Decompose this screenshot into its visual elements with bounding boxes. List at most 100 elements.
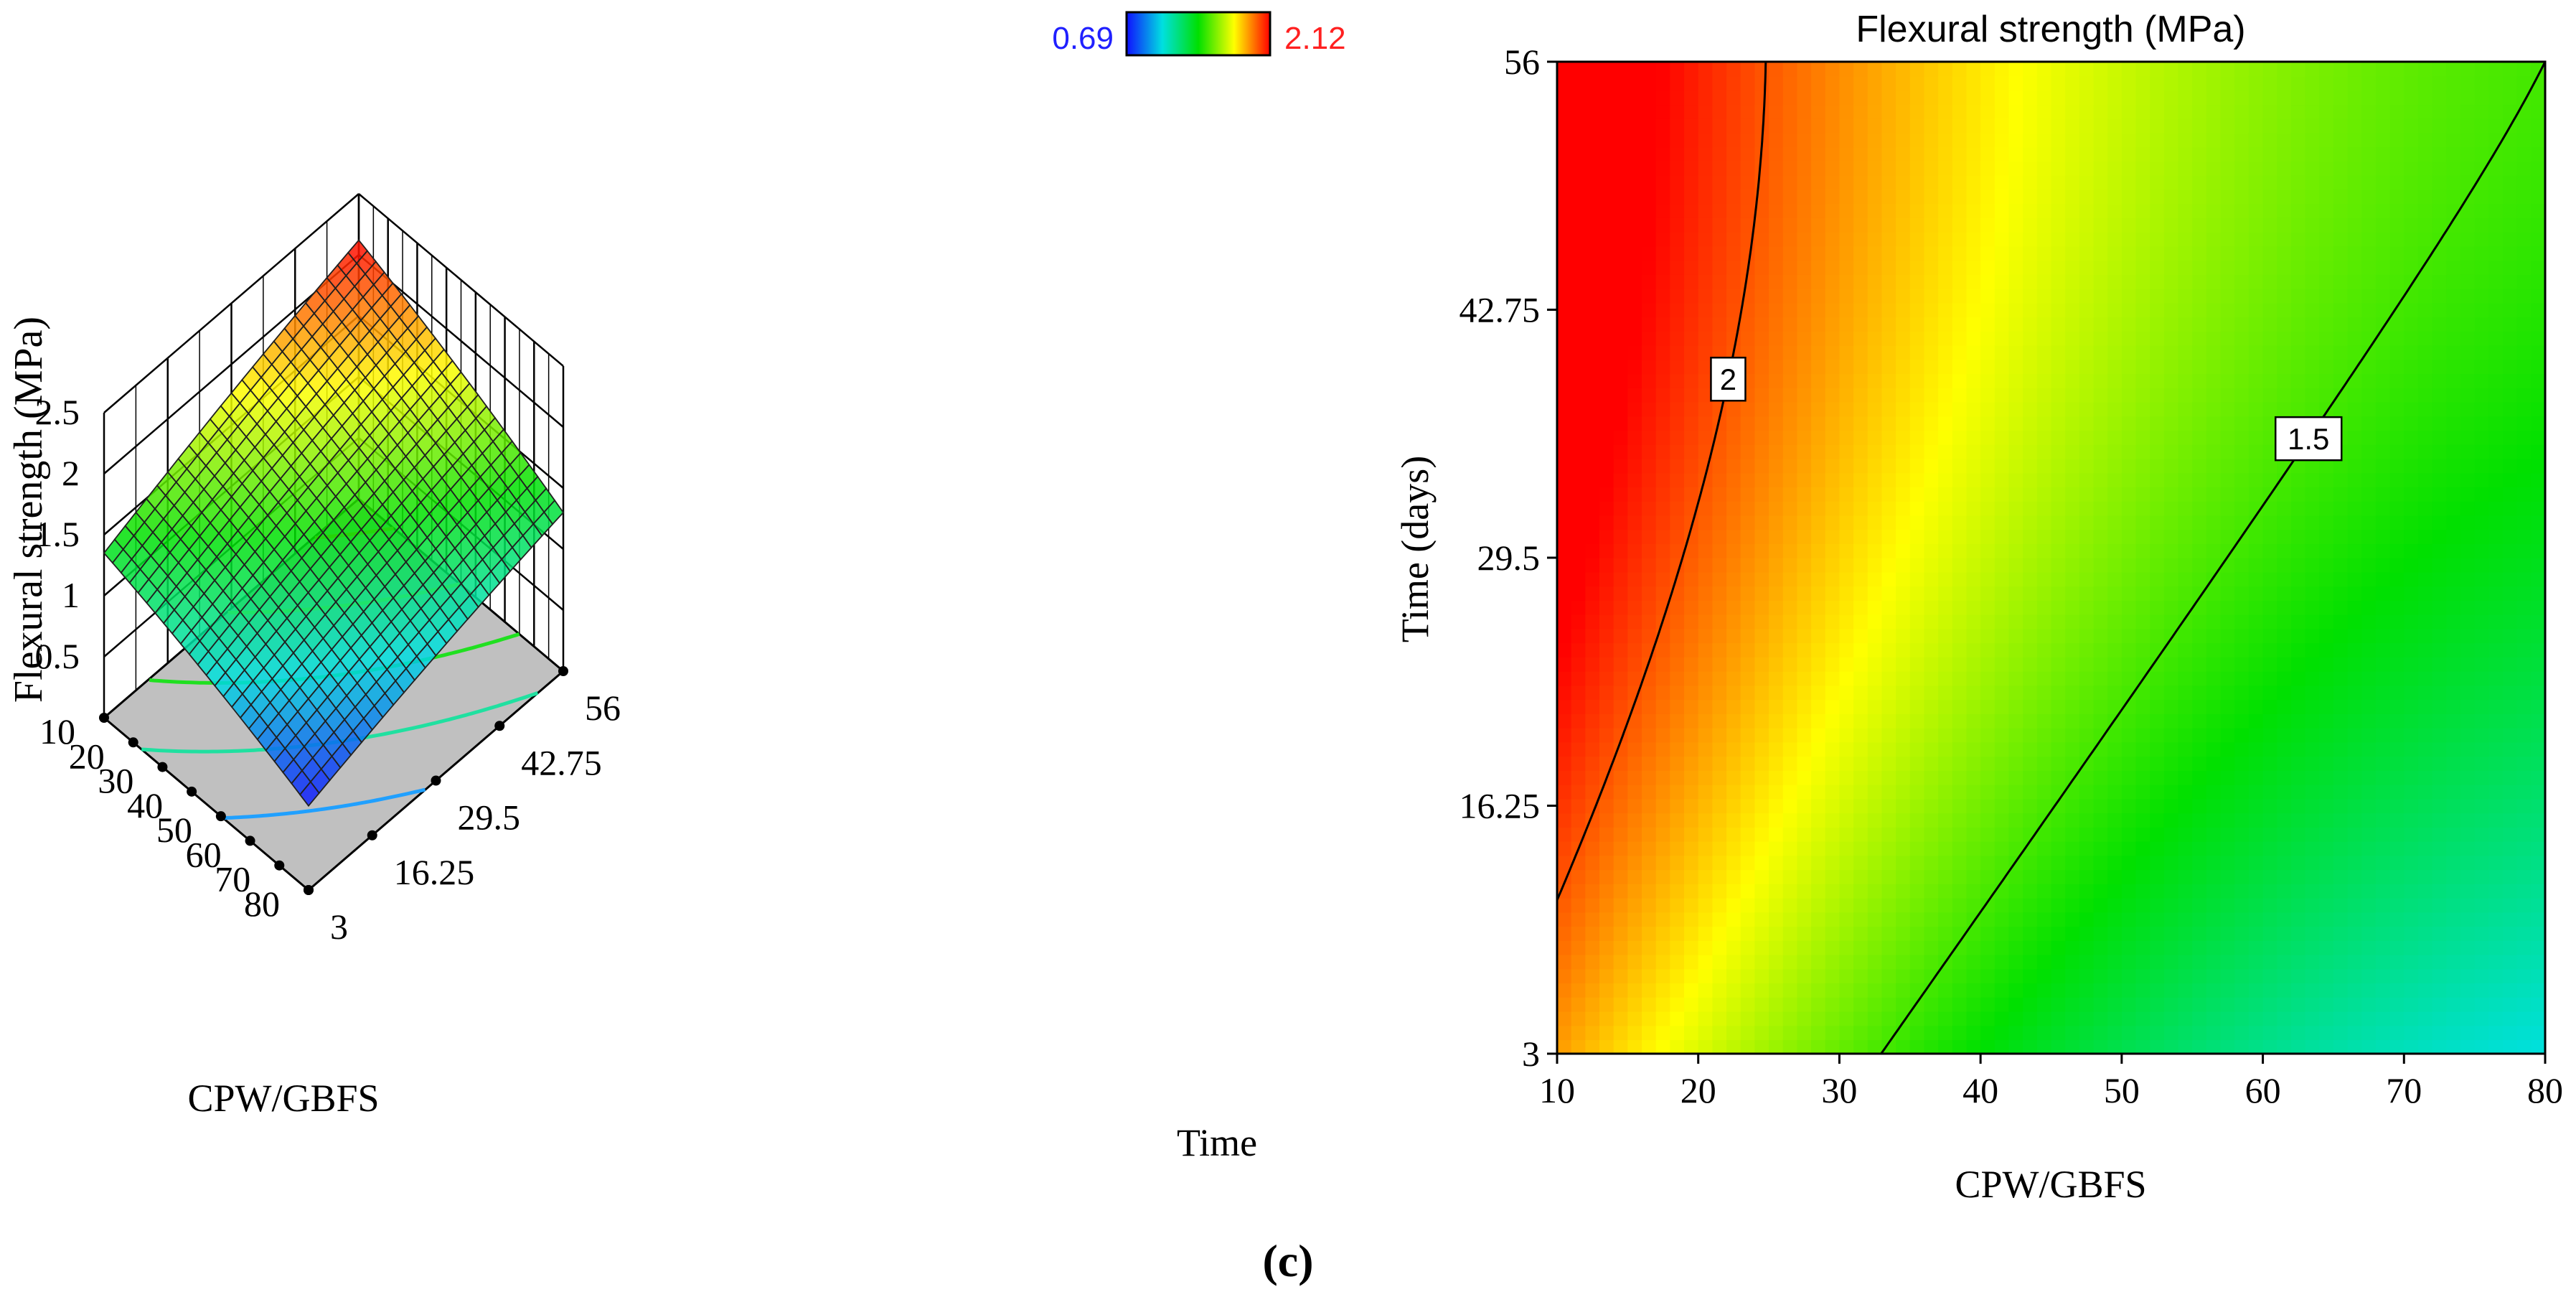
heatmap-cell	[2248, 401, 2264, 417]
heatmap-cell	[1782, 798, 1798, 814]
heatmap-cell	[1769, 161, 1784, 176]
heatmap-cell	[2036, 770, 2052, 785]
heatmap-cell	[1952, 770, 1968, 785]
heatmap-cell	[2135, 487, 2150, 502]
heatmap-cell	[2093, 558, 2108, 573]
heatmap-cell	[2389, 62, 2405, 77]
heatmap-cell	[1825, 968, 1841, 984]
heatmap-cell	[2290, 983, 2306, 998]
heatmap-cell	[2234, 388, 2250, 403]
heatmap-cell	[1938, 798, 1953, 814]
heatmap-cell	[2051, 288, 2066, 304]
heatmap-cell	[1684, 628, 1699, 644]
heatmap-cell	[2333, 231, 2349, 247]
heatmap-cell	[1924, 388, 1939, 403]
heatmap-cell	[2375, 1025, 2391, 1041]
heatmap-cell	[2277, 713, 2292, 729]
heatmap-cell	[1585, 359, 1600, 375]
heatmap-cell	[2163, 401, 2179, 417]
heatmap-cell	[1881, 983, 1896, 998]
heatmap-cell	[2361, 855, 2377, 871]
heatmap-cell	[1740, 104, 1756, 119]
heatmap-cell	[1684, 841, 1699, 856]
heatmap-cell	[2135, 345, 2150, 360]
heatmap-cell	[1769, 373, 1784, 388]
heatmap-cell	[2333, 884, 2349, 899]
heatmap-cell	[1867, 430, 1883, 445]
heatmap-cell	[2234, 983, 2250, 998]
heatmap-cell	[1881, 827, 1896, 842]
heatmap-cell	[2305, 245, 2321, 261]
heatmap-cell	[2093, 983, 2108, 998]
heatmap-cell	[2262, 302, 2278, 318]
heatmap-cell	[1896, 1039, 1911, 1054]
heatmap-cell	[2150, 713, 2165, 729]
heatmap-cell	[1853, 274, 1868, 289]
heatmap-cell	[2178, 713, 2194, 729]
heatmap-cell	[1924, 444, 1939, 459]
heatmap-cell	[1797, 189, 1812, 205]
heatmap-cell	[1966, 487, 1981, 502]
heatmap-cell	[1769, 884, 1784, 899]
heatmap-cell	[1585, 558, 1600, 573]
heatmap-cell	[2347, 997, 2363, 1012]
colorbar: 0.69 2.12	[1052, 11, 1346, 57]
heatmap-cell	[1769, 983, 1784, 998]
heatmap-cell	[1769, 487, 1784, 502]
heatmap-cell	[1740, 770, 1756, 785]
heatmap-cell	[2065, 189, 2080, 205]
heatmap-cell	[1980, 444, 1996, 459]
heatmap-cell	[2192, 628, 2207, 644]
heatmap-cell	[2178, 983, 2194, 998]
heatmap-cell	[1797, 1039, 1812, 1054]
heatmap-cell	[2417, 288, 2433, 304]
heatmap-cell	[2163, 245, 2179, 261]
heatmap-cell	[1670, 317, 1685, 332]
x-tick-label: 60	[186, 834, 222, 874]
heatmap-cell	[1642, 401, 1657, 417]
heatmap-cell	[1994, 685, 2010, 701]
heatmap-cell	[2192, 543, 2207, 558]
heatmap-cell	[1769, 515, 1784, 530]
heatmap-cell	[1896, 90, 1911, 106]
heatmap-cell	[2305, 501, 2321, 516]
heatmap-cell	[2234, 614, 2250, 629]
heatmap-cell	[2319, 331, 2334, 346]
heatmap-cell	[2375, 444, 2391, 459]
heatmap-cell	[1867, 841, 1883, 856]
heatmap-cell	[1896, 869, 1911, 884]
heatmap-cell	[1825, 217, 1841, 233]
heatmap-cell	[2417, 245, 2433, 261]
heatmap-cell	[2121, 501, 2137, 516]
heatmap-cell	[1980, 997, 1996, 1012]
heatmap-cell	[1924, 699, 1939, 714]
heatmap-cell	[2065, 657, 2080, 672]
heatmap-cell	[2375, 841, 2391, 856]
heatmap-cell	[1627, 174, 1642, 190]
heatmap-cell	[2262, 926, 2278, 941]
heatmap-cell	[1811, 813, 1826, 828]
heatmap-cell	[2150, 784, 2165, 800]
heatmap-cell	[2079, 954, 2095, 970]
heatmap-cell	[1811, 558, 1826, 573]
heatmap-cell	[2206, 1039, 2222, 1054]
heatmap-cell	[1726, 600, 1741, 615]
heatmap-cell	[1585, 345, 1600, 360]
heatmap-cell	[2206, 345, 2222, 360]
heatmap-cell	[1642, 288, 1657, 304]
heatmap-cell	[2023, 444, 2038, 459]
heatmap-cell	[2290, 813, 2306, 828]
heatmap-cell	[1938, 472, 1953, 488]
heatmap-cell	[1825, 189, 1841, 205]
heatmap-cell	[2023, 897, 2038, 913]
heatmap-cell	[1980, 146, 1996, 162]
heatmap-cell	[2178, 784, 2194, 800]
heatmap-cell	[1966, 444, 1981, 459]
heatmap-cell	[1839, 302, 1854, 318]
heatmap-cell	[2107, 968, 2123, 984]
heatmap-cell	[2319, 217, 2334, 233]
heatmap-cell	[2107, 813, 2123, 828]
heatmap-cell	[2008, 968, 2023, 984]
heatmap-cell	[1627, 571, 1642, 587]
heatmap-cell	[1909, 458, 1925, 474]
